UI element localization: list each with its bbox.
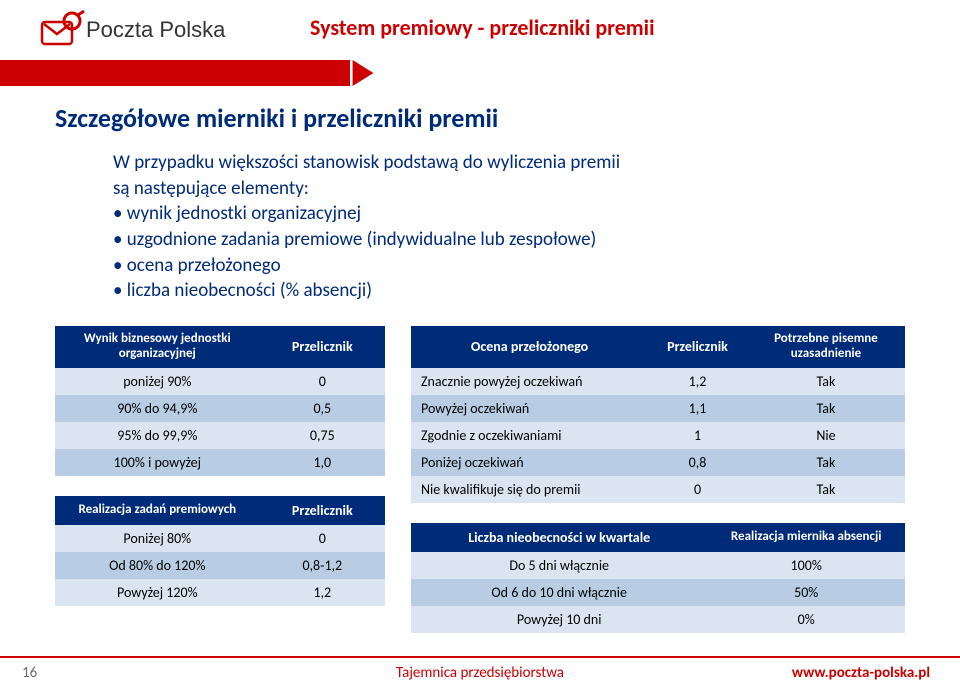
th: Liczba nieobecności w kwartale	[411, 523, 707, 552]
intro-bullet: uzgodnione zadania premiowe (indywidualn…	[113, 227, 905, 253]
table-row: 100% i powyżej1,0	[55, 449, 385, 476]
table-result: Wynik biznesowy jednostki organizacyjnej…	[55, 326, 385, 476]
intro-line: są następujące elementy:	[113, 176, 905, 202]
header: Poczta Polska System premiowy - przelicz…	[0, 0, 960, 60]
th: Realizacja miernika absencji	[707, 523, 905, 552]
intro-line: W przypadku większości stanowisk podstaw…	[113, 150, 905, 176]
table-row: Znacznie powyżej oczekiwań1,2Tak	[411, 368, 905, 395]
table-row: Do 5 dni włącznie100%	[411, 552, 905, 579]
main-content: Szczegółowe mierniki i przeliczniki prem…	[55, 102, 905, 633]
table-row: Poniżej oczekiwań0,8Tak	[411, 449, 905, 476]
table-row: 95% do 99,9%0,75	[55, 422, 385, 449]
page-title: System premiowy - przeliczniki premii	[310, 14, 655, 41]
th: Przelicznik	[648, 326, 747, 368]
table-row: Powyżej oczekiwań1,1Tak	[411, 395, 905, 422]
table-row: Od 80% do 120%0,8-1,2	[55, 552, 385, 579]
th: Realizacja zadań premiowych	[55, 496, 260, 525]
table-row: poniżej 90%0	[55, 368, 385, 395]
table-row: 90% do 94,9%0,5	[55, 395, 385, 422]
page-number: 16	[22, 664, 37, 682]
right-column: Ocena przełożonego Przelicznik Potrzebne…	[411, 326, 905, 633]
table-row: Poniżej 80%0	[55, 525, 385, 552]
logo: Poczta Polska	[40, 10, 225, 50]
table-row: Nie kwalifikuje się do premii0Tak	[411, 476, 905, 503]
intro-bullet: wynik jednostki organizacyjnej	[113, 201, 905, 227]
th: Przelicznik	[260, 326, 385, 368]
table-absence: Liczba nieobecności w kwartale Realizacj…	[411, 523, 905, 633]
intro-block: W przypadku większości stanowisk podstaw…	[113, 150, 905, 304]
table-eval: Ocena przełożonego Przelicznik Potrzebne…	[411, 326, 905, 503]
table-tasks: Realizacja zadań premiowych Przelicznik …	[55, 496, 385, 606]
table-row: Powyżej 120%1,2	[55, 579, 385, 606]
th: Potrzebne pisemne uzasadnienie	[747, 326, 905, 368]
red-accent-shape	[0, 60, 350, 86]
table-row: Od 6 do 10 dni włącznie50%	[411, 579, 905, 606]
th: Ocena przełożonego	[411, 326, 648, 368]
footer: 16 Tajemnica przedsiębiorstwa www.poczta…	[0, 656, 960, 682]
section-title: Szczegółowe mierniki i przeliczniki prem…	[55, 102, 905, 134]
table-row: Zgodnie z oczekiwaniami1Nie	[411, 422, 905, 449]
table-row: Powyżej 10 dni0%	[411, 606, 905, 633]
logo-text: Poczta Polska	[86, 17, 225, 43]
intro-bullet: liczba nieobecności (% absencji)	[113, 278, 905, 304]
th: Wynik biznesowy jednostki organizacyjnej	[55, 326, 260, 368]
th: Przelicznik	[260, 496, 385, 525]
footer-center-text: Tajemnica przedsiębiorstwa	[396, 664, 564, 682]
logo-icon	[40, 10, 86, 50]
left-column: Wynik biznesowy jednostki organizacyjnej…	[55, 326, 385, 633]
tables-row: Wynik biznesowy jednostki organizacyjnej…	[55, 326, 905, 633]
footer-url: www.poczta-polska.pl	[792, 664, 930, 682]
intro-bullet: ocena przełożonego	[113, 253, 905, 279]
